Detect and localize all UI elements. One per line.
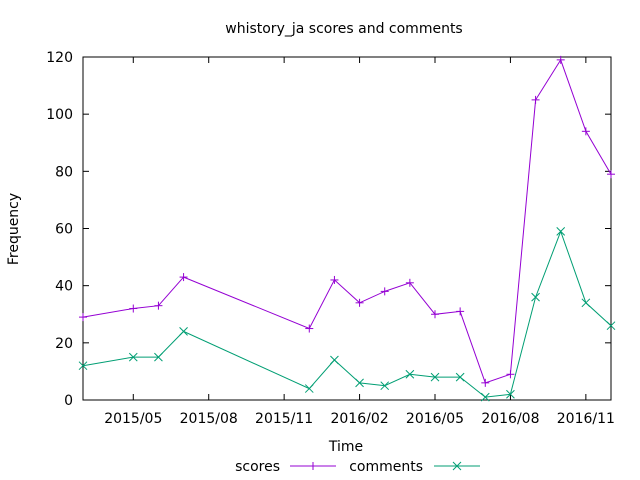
- series-comments: [78, 227, 616, 402]
- scores-point: [556, 55, 565, 64]
- legend-label-scores: scores: [235, 459, 280, 475]
- comments-point: [154, 352, 163, 362]
- scores-point: [581, 127, 590, 136]
- scores-point: [456, 307, 465, 316]
- comments-point: [581, 298, 591, 308]
- x-axis-label: Time: [328, 439, 363, 455]
- x-tick-label: 2016/11: [557, 411, 615, 427]
- y-axis: 0 20 40 60 80 100 120: [46, 50, 611, 409]
- y-tick-label: 20: [55, 336, 73, 352]
- comments-point: [355, 378, 364, 388]
- comments-point: [128, 352, 138, 362]
- y-tick-label: 120: [46, 50, 73, 66]
- y-tick-label: 40: [55, 279, 73, 295]
- x-tick-label: 2015/08: [180, 411, 238, 427]
- x-axis: 2015/05 2015/08 2015/11 2016/02 2016/05 2016/…: [104, 57, 615, 427]
- y-tick-label: 60: [55, 222, 73, 238]
- series-scores: [79, 55, 615, 387]
- series-layer: [78, 55, 616, 402]
- legend-label-comments: comments: [349, 459, 423, 475]
- comments-point: [380, 381, 390, 391]
- scores-point: [431, 310, 439, 319]
- comments-point: [179, 327, 188, 336]
- scores-point: [79, 313, 87, 322]
- legend-marker-scores: [309, 462, 317, 470]
- scores-point: [607, 170, 615, 179]
- scores-point: [481, 378, 490, 387]
- scores-point: [305, 324, 314, 333]
- scores-point: [531, 95, 540, 104]
- x-tick-label: 2015/05: [104, 411, 162, 427]
- comments-point: [606, 321, 616, 331]
- comments-point: [480, 392, 490, 402]
- scores-point: [380, 287, 389, 296]
- plot-area: [82, 56, 612, 401]
- comments-point: [405, 369, 415, 379]
- comments-point: [455, 372, 465, 382]
- legend: scores comments: [235, 459, 480, 475]
- comments-point: [531, 292, 540, 302]
- chart-title: whistory_ja scores and comments: [225, 21, 462, 37]
- y-tick-label: 80: [55, 164, 73, 180]
- legend-marker-comments: [452, 461, 462, 471]
- scores-point: [179, 273, 188, 282]
- scores-point: [506, 370, 515, 379]
- scores-line: [82, 58, 612, 384]
- comments-point: [506, 389, 515, 399]
- scores-point: [330, 275, 339, 284]
- scores-point: [355, 298, 364, 307]
- x-tick-label: 2016/02: [330, 411, 388, 427]
- scores-point: [129, 304, 138, 313]
- comments-line: [82, 229, 612, 398]
- comments-point: [78, 361, 88, 371]
- scores-point: [154, 301, 163, 310]
- comments-point: [304, 384, 314, 393]
- x-tick-label: 2015/11: [255, 411, 313, 427]
- comments-point: [430, 372, 440, 382]
- x-tick-label: 2016/05: [406, 411, 464, 427]
- comments-point: [556, 227, 566, 236]
- y-tick-label: 0: [64, 393, 73, 409]
- scores-point: [405, 278, 414, 287]
- comments-point: [330, 355, 339, 365]
- y-axis-label: Frequency: [6, 193, 22, 265]
- x-tick-label: 2016/08: [481, 411, 539, 427]
- y-tick-label: 100: [46, 107, 73, 123]
